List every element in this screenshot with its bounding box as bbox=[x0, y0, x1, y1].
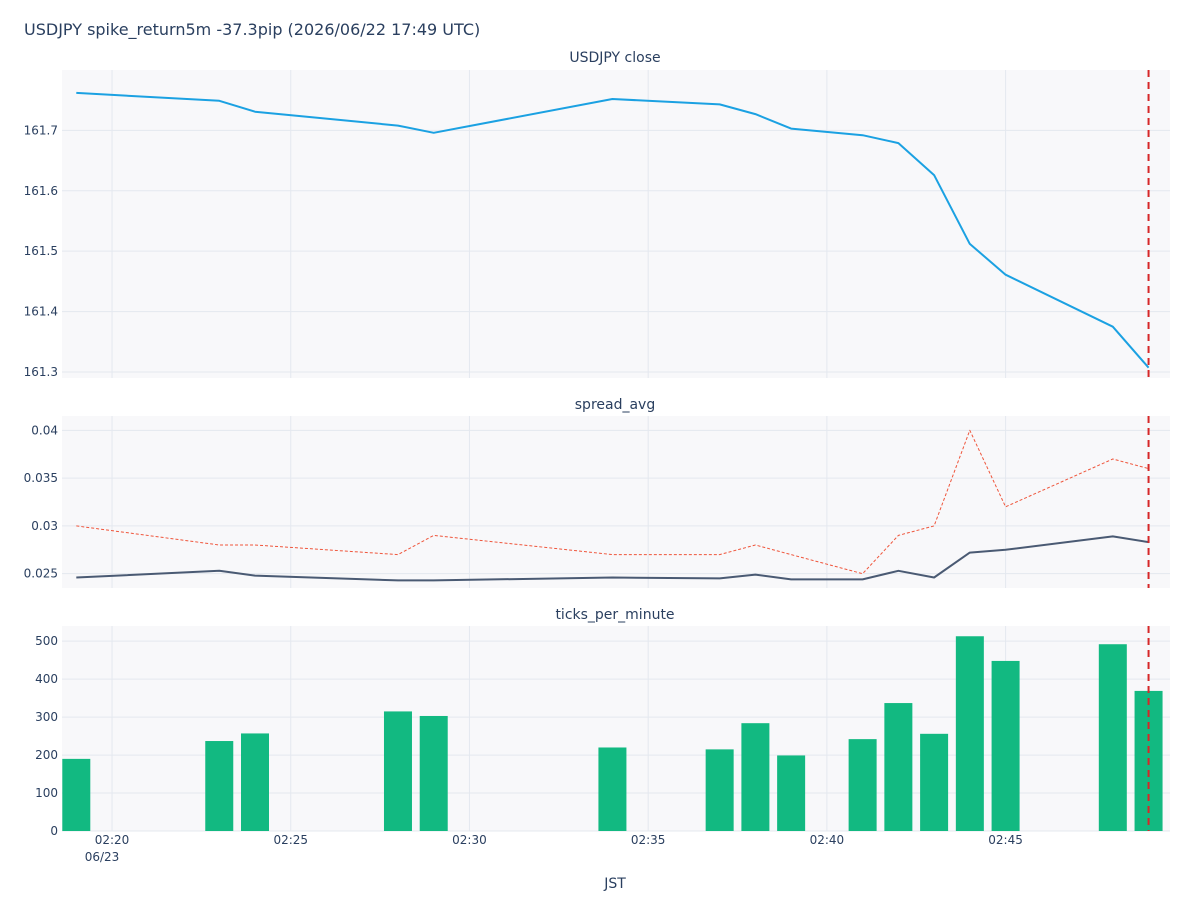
y-tick-label: 300 bbox=[35, 710, 58, 724]
figure-title: USDJPY spike_return5m -37.3pip (2026/06/… bbox=[24, 20, 480, 40]
bar-02:48 bbox=[1098, 644, 1127, 831]
plot-area-1 bbox=[62, 416, 1170, 588]
series-line-1-0 bbox=[76, 535, 1149, 582]
bar-02:24 bbox=[241, 733, 270, 831]
y-tick-label: 161.3 bbox=[24, 365, 58, 379]
series-line-1-1 bbox=[76, 429, 1149, 575]
bar-02:28 bbox=[383, 711, 412, 831]
panel-close: USDJPY close 161.3 161.4 161.5 161.6 161.7 bbox=[24, 50, 1170, 379]
y-tick-label: 0.03 bbox=[31, 519, 58, 533]
y-tick-label: 200 bbox=[35, 748, 58, 762]
x-tick-label: 02:35 bbox=[631, 833, 666, 847]
panel-title-close: USDJPY close bbox=[569, 50, 660, 66]
y-tick-label: 161.5 bbox=[24, 244, 58, 258]
y-tick-label: 0.04 bbox=[31, 423, 58, 437]
x-axis-label: JST bbox=[603, 876, 626, 892]
panel-title-ticks: ticks_per_minute bbox=[555, 607, 674, 623]
x-tick-label: 02:45 bbox=[988, 833, 1023, 847]
y-tick-label: 161.6 bbox=[24, 184, 58, 198]
x-tick-label: 02:40 bbox=[810, 833, 845, 847]
plot-area-0 bbox=[62, 70, 1170, 378]
y-tick-label: 161.7 bbox=[24, 123, 58, 137]
y-tick-label: 500 bbox=[35, 634, 58, 648]
y-tick-label: 0 bbox=[50, 824, 58, 838]
bar-02:39 bbox=[777, 755, 806, 831]
panel-spread: spread_avg 0.025 0.03 0.035 0.04 bbox=[24, 397, 1170, 588]
y-tick-label: 161.4 bbox=[24, 305, 58, 319]
bar-02:42 bbox=[884, 703, 913, 831]
y-tick-label: 400 bbox=[35, 672, 58, 686]
x-tick-date: 06/23 bbox=[85, 850, 120, 864]
bar-02:45 bbox=[991, 660, 1020, 831]
bar-02:37 bbox=[705, 749, 734, 831]
x-tick-label: 02:30 bbox=[452, 833, 487, 847]
bar-02:38 bbox=[741, 723, 770, 831]
bar-02:44 bbox=[955, 636, 984, 831]
y-tick-label: 0.035 bbox=[24, 471, 58, 485]
bar-02:41 bbox=[848, 739, 877, 831]
bar-02:23 bbox=[205, 741, 234, 831]
y-tick-label: 0.025 bbox=[24, 567, 58, 581]
x-tick-label: 02:25 bbox=[273, 833, 308, 847]
panel-ticks: ticks_per_minute 0 100 200 300 400 500 bbox=[35, 607, 1170, 838]
panel-title-spread: spread_avg bbox=[575, 397, 655, 413]
bar-02:29 bbox=[419, 715, 448, 831]
series-line-0-0 bbox=[76, 91, 1150, 369]
bar-02:43 bbox=[920, 733, 949, 831]
y-tick-label: 100 bbox=[35, 786, 58, 800]
bar-02:19 bbox=[62, 758, 91, 831]
x-tick-label: 02:20 bbox=[95, 833, 130, 847]
bar-02:34 bbox=[598, 747, 627, 831]
